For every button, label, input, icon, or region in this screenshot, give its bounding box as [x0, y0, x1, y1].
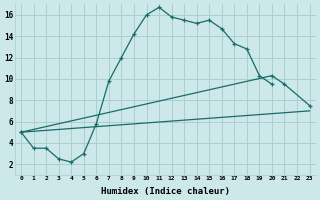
X-axis label: Humidex (Indice chaleur): Humidex (Indice chaleur): [101, 187, 230, 196]
